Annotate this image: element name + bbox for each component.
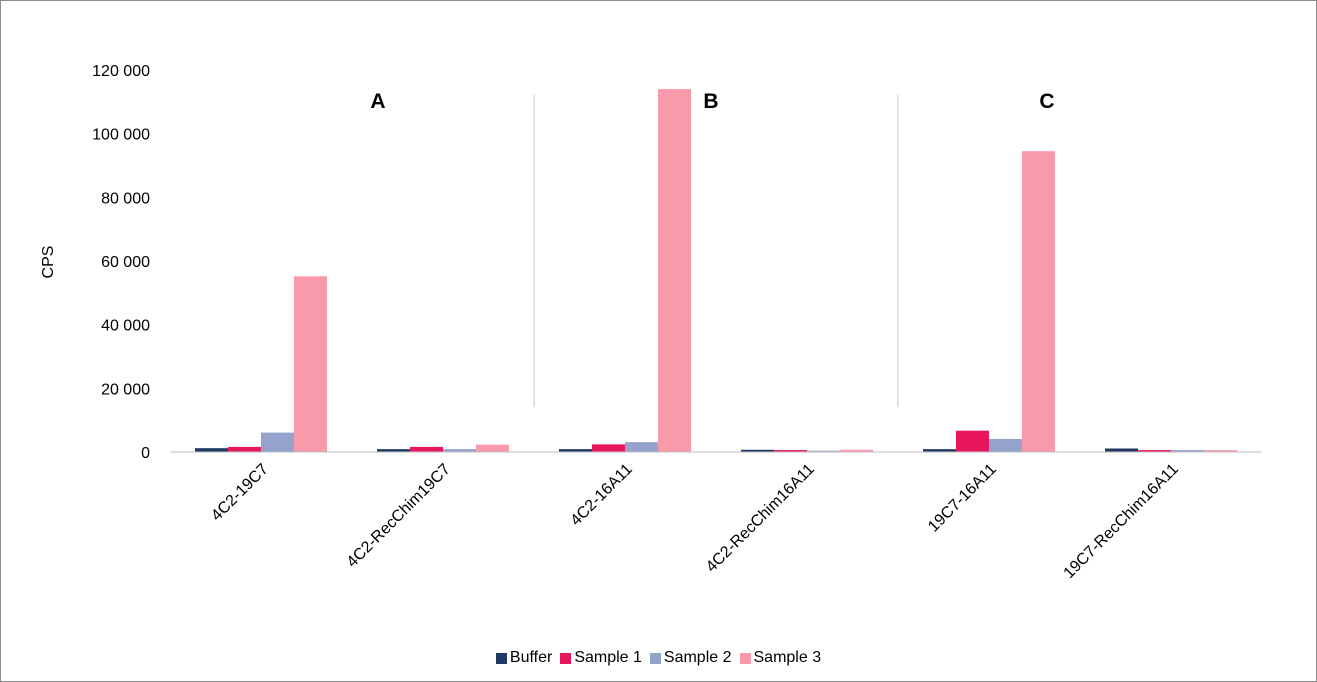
legend-swatch: [649, 652, 661, 664]
legend-item: Sample 1: [560, 649, 642, 667]
section-label: C: [1039, 90, 1054, 113]
x-tick-label: 19C7-16A11: [925, 461, 1000, 536]
bar-buffer: [923, 449, 956, 452]
y-tick-label: 0: [141, 445, 150, 462]
y-tick-label: 120 000: [92, 63, 150, 80]
y-axis: 0 20 000 40 000 60 000 80 000 100 000 120 000: [92, 63, 150, 462]
bar-sample-1: [1138, 450, 1171, 452]
y-tick-label: 40 000: [101, 318, 150, 335]
legend-label: Sample 1: [574, 649, 642, 666]
y-axis-label: CPS: [40, 246, 57, 279]
legend-item: Sample 3: [739, 649, 822, 667]
bar-sample-3: [840, 449, 873, 452]
bar-sample-1: [228, 446, 261, 452]
legend-label: Buffer: [509, 649, 553, 666]
bar-sample-3: [1204, 450, 1237, 452]
section-label: B: [703, 90, 718, 113]
bar-sample-2: [807, 450, 840, 452]
y-tick-label: 100 000: [92, 127, 150, 144]
bars: [195, 89, 1237, 453]
x-tick-label: 4C2-RecChim19C7: [344, 461, 454, 571]
legend-item: Sample 2: [649, 649, 732, 667]
y-tick-label: 20 000: [101, 381, 150, 398]
bar-sample-1: [956, 430, 989, 452]
bar-sample-3: [294, 276, 327, 452]
section-label: A: [370, 90, 385, 113]
bar-buffer: [741, 449, 774, 452]
y-tick-label: 60 000: [101, 254, 150, 271]
legend-swatch: [560, 652, 572, 664]
bar-buffer: [195, 448, 228, 452]
bar-sample-2: [1171, 450, 1204, 452]
bar-buffer: [377, 449, 410, 452]
x-tick-label: 4C2-16A11: [567, 461, 635, 529]
bar-sample-2: [989, 438, 1022, 452]
x-axis: 4C2-19C7 4C2-RecChim19C7 4C2-16A11 4C2-RecC…: [170, 451, 1262, 582]
bar-sample-3: [1022, 151, 1055, 453]
x-tick-label: 4C2-19C7: [208, 461, 272, 525]
x-tick-label: 19C7-RecChim16A11: [1061, 461, 1182, 582]
bar-sample-3: [476, 444, 509, 452]
bar-sample-2: [625, 442, 658, 452]
bar-buffer: [559, 449, 592, 452]
bar-sample-2: [443, 449, 476, 452]
legend-swatch: [495, 652, 507, 664]
legend-item: Buffer: [495, 649, 553, 667]
section-labels: A B C: [370, 90, 1055, 407]
legend-label: Sample 3: [753, 649, 822, 666]
legend-swatch: [739, 652, 751, 664]
bar-buffer: [1105, 448, 1138, 452]
x-tick-label: 4C2-RecChim16A11: [703, 461, 818, 576]
y-tick-label: 80 000: [101, 190, 150, 207]
bar-sample-2: [261, 432, 294, 452]
bar-sample-1: [592, 444, 625, 452]
legend-label: Sample 2: [663, 649, 732, 666]
bar-sample-3: [658, 89, 691, 452]
legend: Buffer Sample 1 Sample 2 Sample 3: [0, 649, 1317, 667]
bar-sample-1: [410, 446, 443, 452]
bar-sample-1: [774, 450, 807, 452]
